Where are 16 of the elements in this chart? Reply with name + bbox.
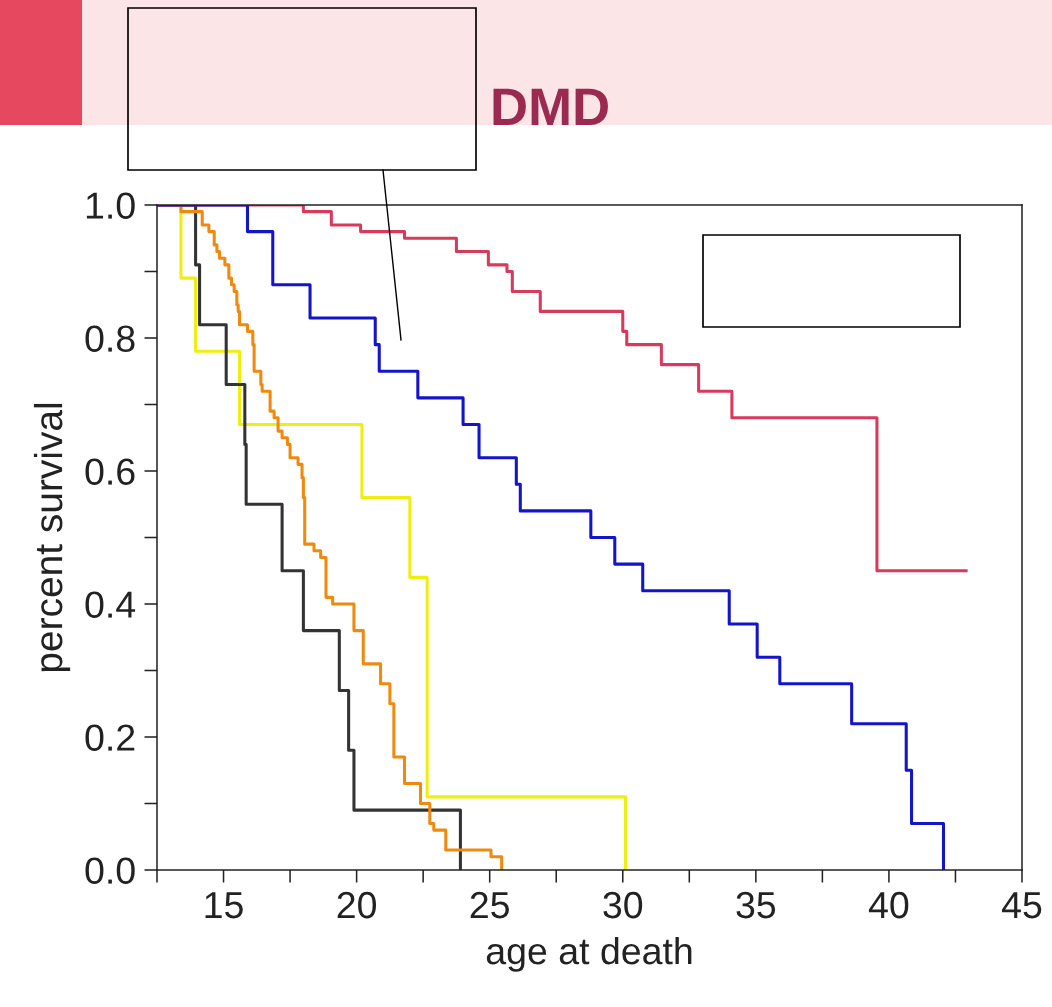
- y-tick-label: 0.2: [85, 724, 135, 751]
- x-tick-label: 15: [205, 892, 243, 919]
- x-tick-label: 35: [736, 891, 776, 919]
- x-tick-label: 20: [337, 891, 377, 919]
- x-tick-label: 30: [603, 891, 643, 919]
- x-tick-label: 45: [1002, 892, 1042, 919]
- x-axis-title: age at death: [486, 936, 692, 972]
- chart-title: DMD: [493, 88, 608, 125]
- y-axis-title: percent survival: [33, 403, 71, 672]
- y-tick-label: 0.0: [85, 857, 135, 884]
- x-tick-label: 40: [868, 891, 909, 919]
- y-tick-label: 0.8: [85, 325, 135, 352]
- y-tick-label: 1.0: [86, 192, 135, 219]
- y-tick-label: 0.6: [85, 458, 135, 485]
- y-tick-label: 0.4: [85, 591, 136, 618]
- x-tick-label: 25: [470, 891, 509, 919]
